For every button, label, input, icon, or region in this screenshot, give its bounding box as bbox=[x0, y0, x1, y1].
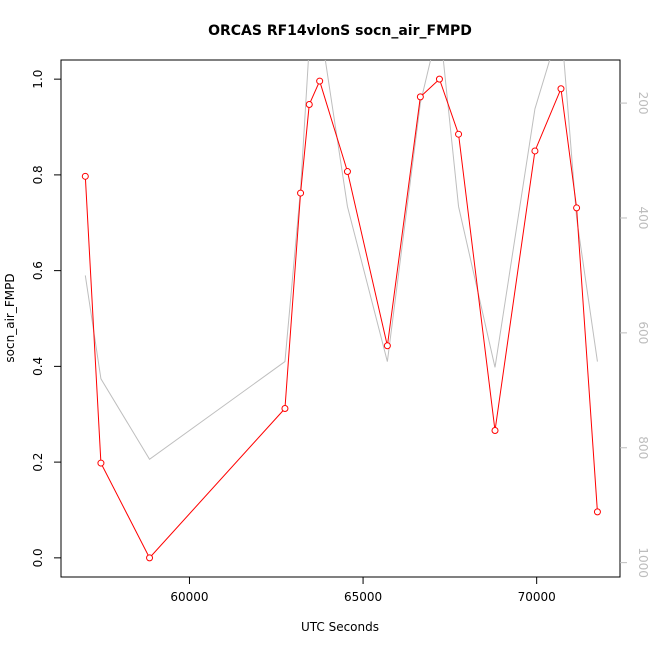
series-group bbox=[81, 60, 601, 562]
y-tick-label-5: 1.0 bbox=[31, 70, 45, 89]
y-tick-label-0: 0.0 bbox=[31, 548, 45, 567]
right-tick-label-0: 200 bbox=[636, 92, 650, 115]
y-tick-label-1: 0.2 bbox=[31, 453, 45, 472]
y-tick-label-2: 0.4 bbox=[31, 357, 45, 376]
data-point-13 bbox=[531, 147, 539, 155]
right-tick-label-1: 400 bbox=[636, 207, 650, 230]
data-point-12 bbox=[491, 427, 499, 435]
y-axis-label: socn_air_FMPD bbox=[3, 273, 17, 362]
plot-area: 60000 65000 70000 0.0 0.2 0.4 0.6 0.8 1.0 200 400 6… bbox=[31, 59, 650, 604]
y-tick-label-3: 0.6 bbox=[31, 261, 45, 280]
plot-box bbox=[60, 59, 621, 578]
x-tick-label-0: 60000 bbox=[170, 590, 208, 604]
data-point-5 bbox=[305, 101, 313, 109]
data-point-16 bbox=[593, 508, 601, 516]
data-point-6 bbox=[316, 77, 324, 85]
data-point-7 bbox=[343, 168, 351, 176]
data-point-9 bbox=[416, 93, 424, 101]
data-point-1 bbox=[97, 459, 105, 467]
x-tick-label-2: 70000 bbox=[518, 590, 556, 604]
x-tick-label-1: 65000 bbox=[344, 590, 382, 604]
red-series-line bbox=[84, 78, 598, 559]
right-tick-label-2: 600 bbox=[636, 321, 650, 344]
y-tick-label-4: 0.8 bbox=[31, 165, 45, 184]
data-point-0 bbox=[81, 172, 89, 180]
data-point-2 bbox=[146, 554, 154, 562]
x-axis-label: UTC Seconds bbox=[301, 620, 379, 634]
right-tick-label-3: 800 bbox=[636, 436, 650, 459]
data-point-15 bbox=[573, 204, 581, 212]
data-point-11 bbox=[455, 130, 463, 138]
data-point-4 bbox=[297, 189, 305, 197]
data-point-14 bbox=[557, 85, 565, 93]
chart-title: ORCAS RF14vlonS socn_air_FMPD bbox=[208, 23, 472, 39]
grey-series-line bbox=[84, 60, 598, 460]
data-point-10 bbox=[435, 75, 443, 83]
data-point-3 bbox=[281, 404, 289, 412]
data-point-8 bbox=[383, 342, 391, 350]
right-tick-label-4: 1000 bbox=[636, 547, 650, 578]
